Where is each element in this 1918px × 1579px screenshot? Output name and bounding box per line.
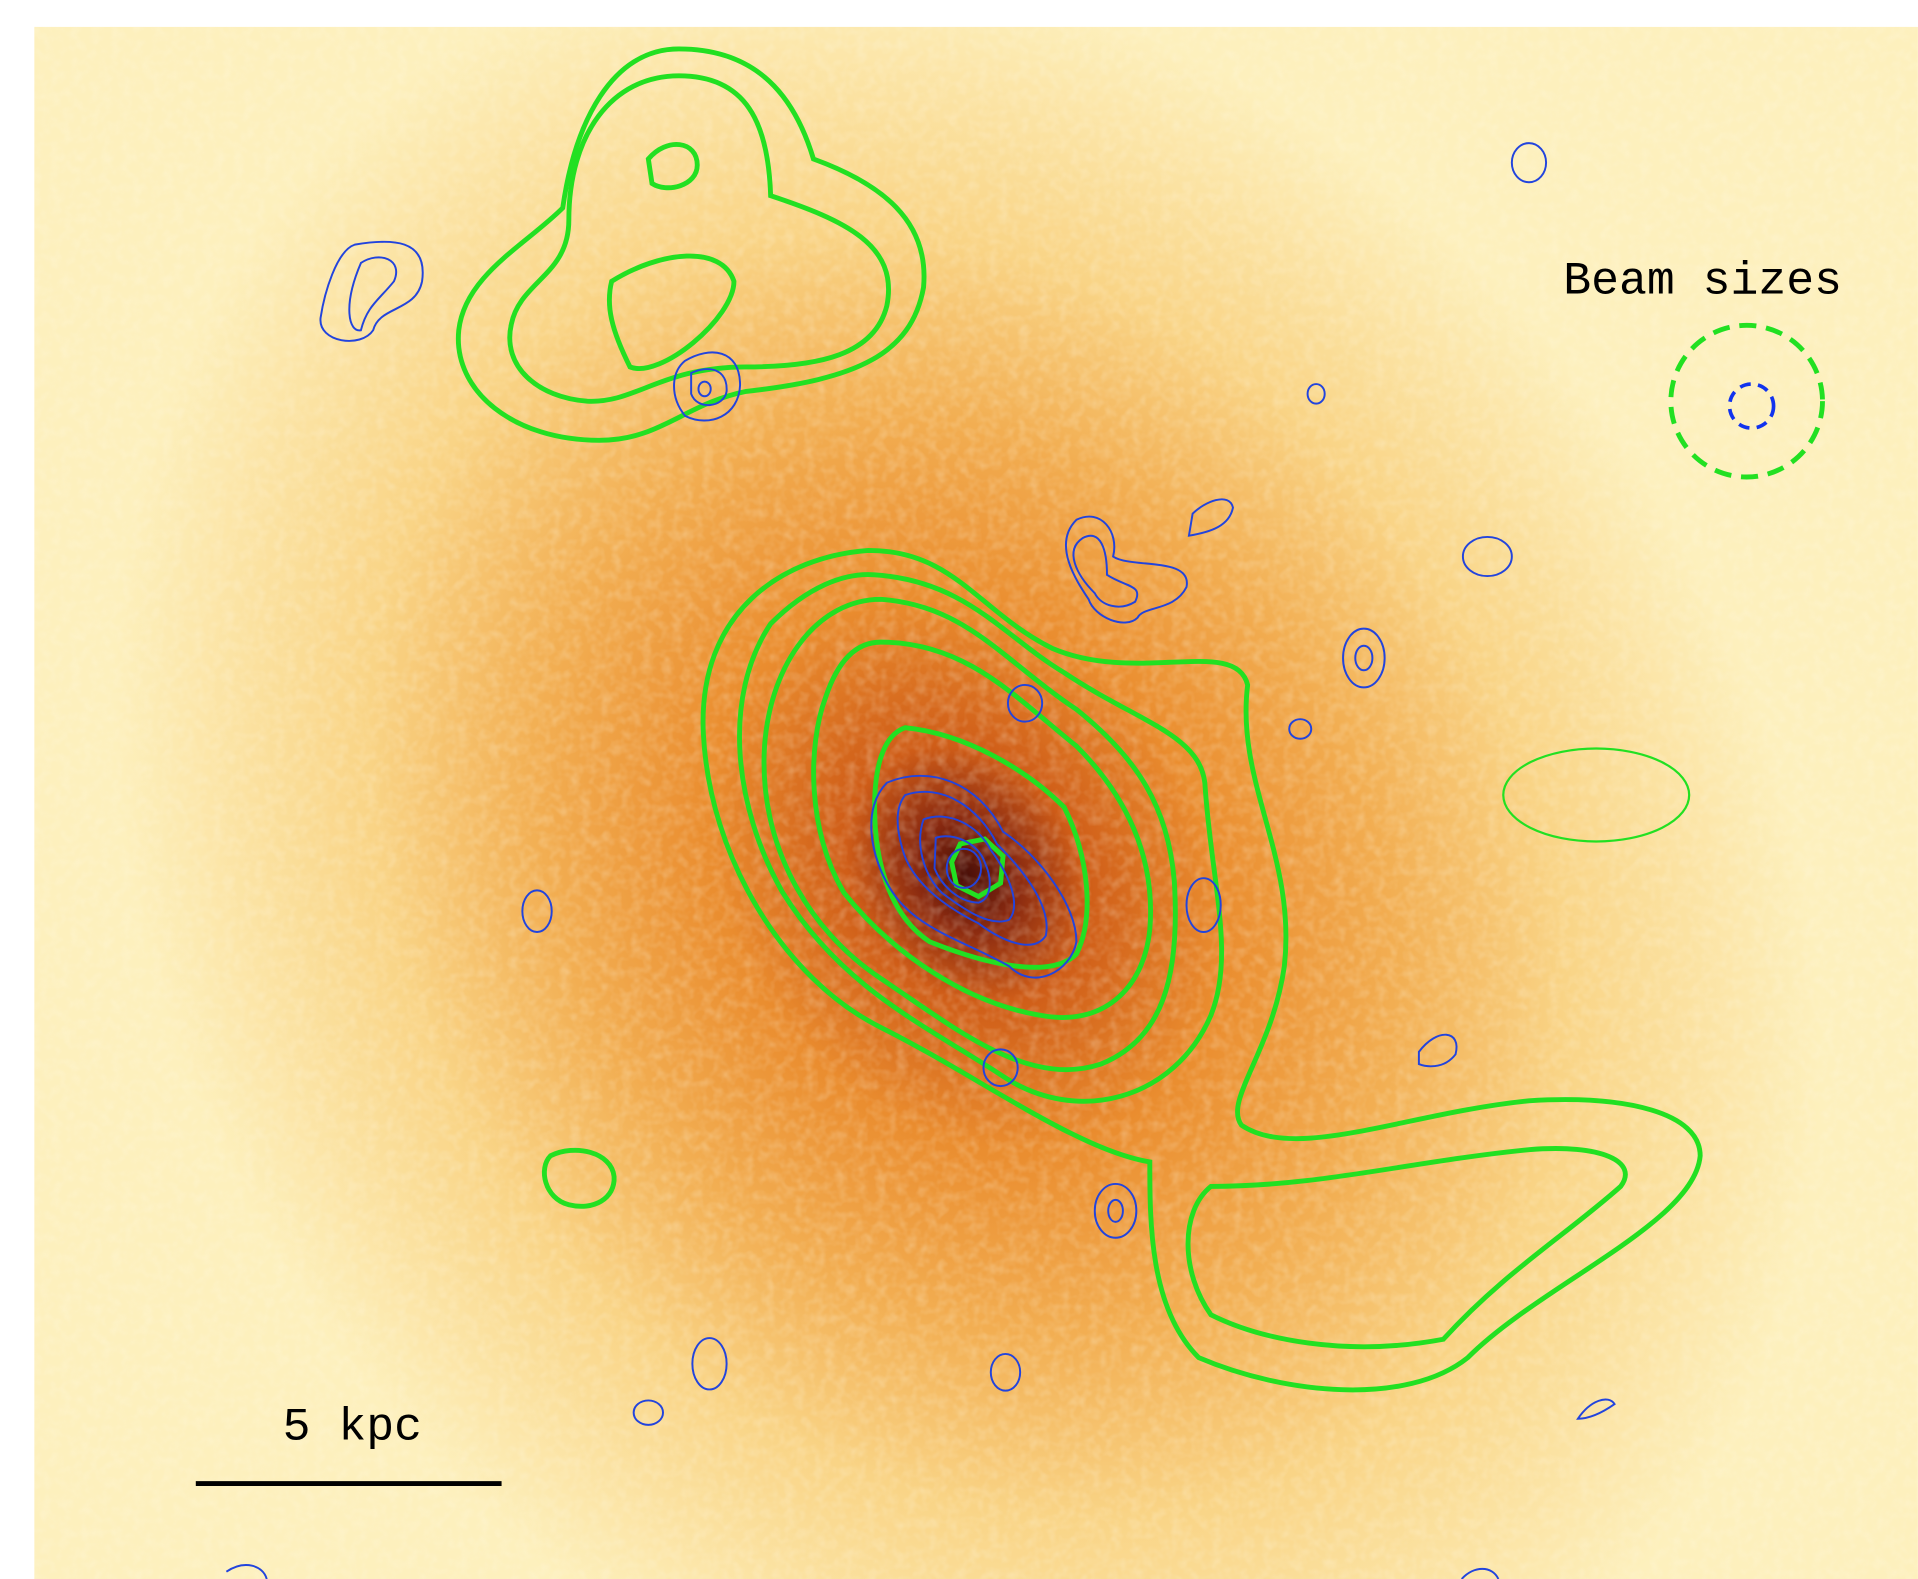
beam-label: Beam sizes	[1563, 255, 1842, 308]
figure: Beam sizes 5 kpc	[0, 0, 1918, 1579]
page: {"labels": {"beam": "Beam sizes", "scale…	[0, 0, 1918, 1579]
scale-label: 5 kpc	[283, 1401, 422, 1454]
